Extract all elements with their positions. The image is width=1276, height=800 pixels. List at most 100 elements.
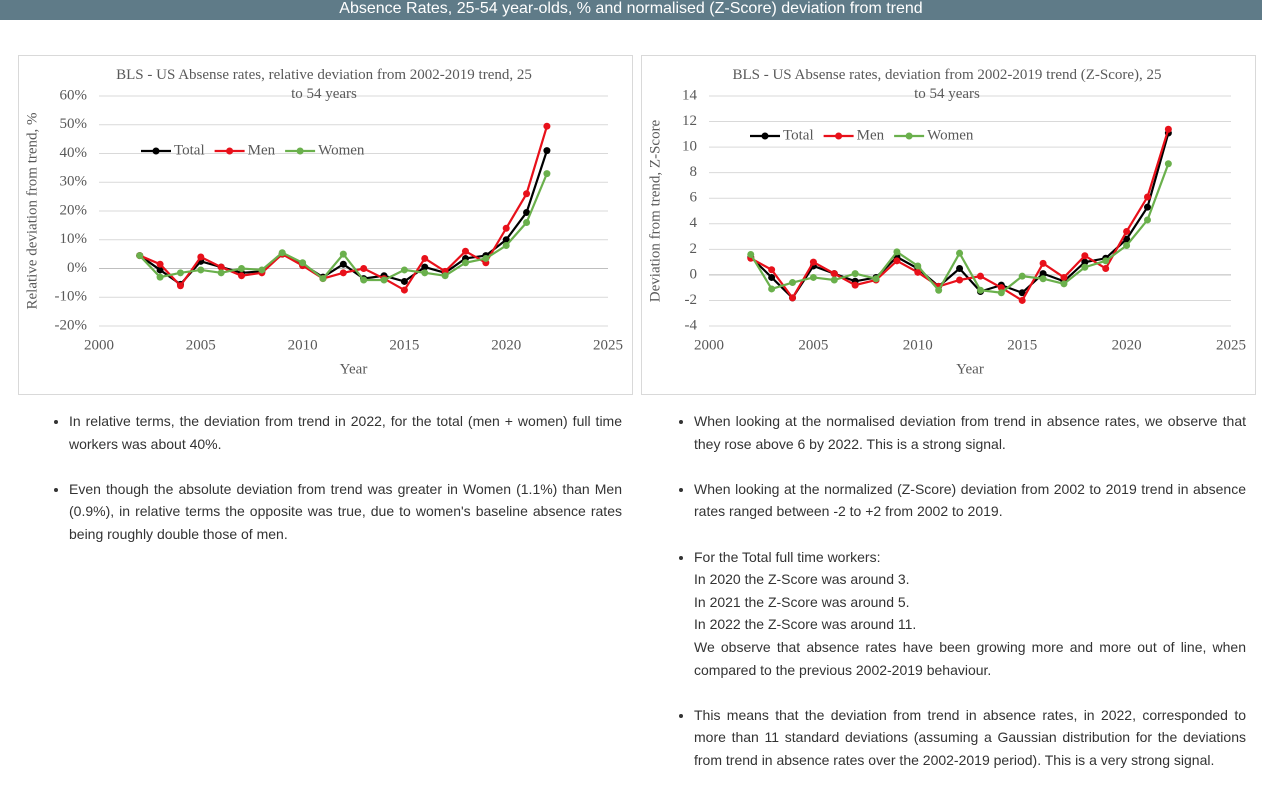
legend-label: Women: [927, 127, 974, 143]
point: [380, 276, 388, 284]
legend-marker: [226, 147, 234, 155]
point: [319, 275, 327, 283]
y-axis-title: Deviation from trend, Z-Score: [647, 119, 663, 302]
point: [956, 249, 964, 257]
bullet-line: For the Total full time workers:: [694, 548, 881, 565]
chart-panel: -4 -2 0 2 4 6 8 10 12 14 2000 2005 2010 2015 2020 2025 Y…: [641, 55, 1256, 395]
x-tick-label: 2020: [1112, 337, 1142, 353]
point: [1143, 216, 1151, 224]
point: [502, 242, 510, 249]
bullet: For the Total full time workers: In 2020 …: [694, 546, 1246, 682]
point: [1102, 265, 1110, 272]
point: [872, 275, 880, 283]
point: [1123, 227, 1131, 235]
point: [1081, 252, 1089, 260]
x-tick-label: 2005: [798, 337, 828, 353]
point: [893, 248, 901, 256]
chart: -20% -10% 0% 10% 20% 30% 40% 50% 60% 2000 2005 2010…: [24, 67, 623, 377]
point: [197, 253, 205, 261]
point: [1018, 296, 1026, 304]
point: [768, 285, 776, 293]
bullet: When looking at the normalized (Z-Score)…: [694, 478, 1246, 523]
series-line: [749, 132, 1170, 300]
y-tick-label: 10: [682, 139, 697, 155]
point: [482, 254, 490, 262]
y-tick-label: -4: [685, 317, 698, 333]
point: [1143, 203, 1151, 211]
point: [1102, 257, 1110, 265]
point: [1081, 263, 1089, 271]
x-tick-label: 2025: [1216, 337, 1246, 353]
point: [1039, 270, 1047, 278]
chart: -4 -2 0 2 4 6 8 10 12 14 2000 2005 2010 2015 2020 2025 Y…: [647, 67, 1246, 377]
point: [197, 266, 205, 274]
point: [893, 257, 901, 265]
point: [1164, 160, 1172, 168]
point: [217, 263, 225, 271]
point: [851, 281, 859, 289]
point: [360, 265, 368, 272]
y-tick-label: 50%: [60, 116, 88, 132]
x-axis-title: Year: [340, 361, 368, 377]
point: [935, 286, 943, 294]
point: [830, 270, 838, 278]
point: [339, 250, 347, 258]
point: [1039, 259, 1047, 267]
point: [1039, 275, 1047, 283]
point: [1018, 289, 1026, 297]
point: [543, 122, 551, 130]
header-title: Absence Rates, 25-54 year-olds, % and no…: [339, 0, 923, 17]
bullet-line: When looking at the normalised deviation…: [694, 413, 1246, 452]
legend-label: Men: [857, 127, 885, 143]
legend-label: Total: [783, 127, 814, 143]
bullet-list: In relative terms, the deviation from tr…: [50, 410, 622, 568]
point: [421, 269, 429, 277]
point: [461, 259, 469, 267]
point: [1123, 242, 1131, 249]
point: [339, 269, 347, 277]
point: [789, 294, 797, 302]
point: [176, 282, 184, 290]
x-tick-label: 2015: [389, 337, 419, 353]
y-tick-label: 12: [682, 113, 697, 129]
legend-marker: [835, 132, 843, 140]
point: [502, 224, 510, 232]
point: [768, 273, 776, 281]
chart-title: BLS - US Absense rates, deviation from 2…: [732, 67, 1162, 102]
x-tick-label: 2000: [84, 337, 114, 353]
point: [339, 260, 347, 268]
point: [136, 252, 144, 260]
chart-panel: -20% -10% 0% 10% 20% 30% 40% 50% 60% 2000 2005 2010…: [18, 55, 633, 395]
point: [789, 279, 797, 287]
y-tick-label: 0%: [67, 260, 87, 276]
point: [1081, 258, 1089, 266]
point: [156, 260, 164, 268]
point: [523, 208, 531, 216]
x-axis-title: Year: [956, 361, 984, 377]
point: [176, 269, 184, 277]
point: [421, 254, 429, 262]
point: [830, 276, 838, 284]
x-tick-label: 2020: [491, 337, 521, 353]
point: [461, 247, 469, 255]
point: [278, 249, 286, 257]
y-tick-label: 20%: [60, 202, 88, 218]
legend-label: Total: [174, 142, 205, 158]
legend-label: Women: [318, 142, 365, 158]
y-tick-label: 60%: [60, 87, 88, 103]
point: [543, 170, 551, 178]
point: [299, 259, 307, 267]
point: [1143, 193, 1151, 201]
point: [997, 289, 1005, 297]
point: [851, 270, 859, 278]
y-tick-label: 40%: [60, 145, 88, 161]
point: [1060, 273, 1068, 281]
point: [400, 286, 408, 294]
point: [768, 266, 776, 274]
point: [1060, 280, 1068, 288]
header-bar: Absence Rates, 25-54 year-olds, % and no…: [0, 0, 1262, 20]
y-tick-label: 4: [690, 215, 698, 231]
point: [523, 190, 531, 198]
bullet-line: In 2020 the Z-Score was around 3.: [694, 571, 910, 588]
